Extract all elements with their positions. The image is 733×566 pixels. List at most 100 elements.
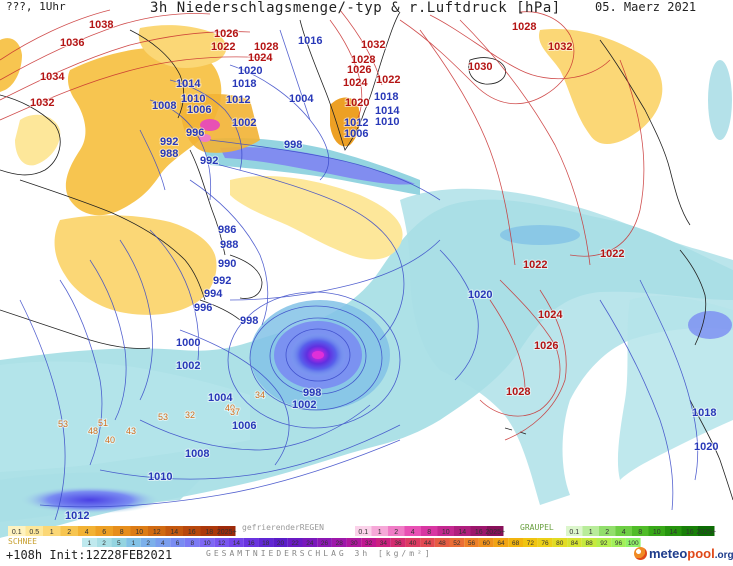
coast-us-east xyxy=(0,309,151,349)
legend-total-precip-value: 5 xyxy=(117,540,121,547)
legend-total-precip-swatch xyxy=(523,538,538,547)
legend-total-precip-swatch xyxy=(361,538,376,547)
legend-snow-value: 16 xyxy=(188,529,196,536)
coast-hudson xyxy=(0,94,61,176)
legend-freezing-rain-swatch xyxy=(404,526,421,536)
legend-total-precip-swatch xyxy=(567,538,582,547)
legend-total-precip-value: 1 xyxy=(132,540,136,547)
isobar-label-low: 1020 xyxy=(238,65,262,77)
isobar-label-low: 1018 xyxy=(692,407,716,419)
legend-total-precip-value: 88 xyxy=(586,540,594,547)
precip-freezing-fields xyxy=(199,119,220,142)
isobar-label-low: 1008 xyxy=(185,448,209,460)
meteopool-logo[interactable]: meteopool.org xyxy=(634,546,733,561)
legend-total-precip-swatch xyxy=(214,538,229,547)
legend-total-precip-swatch xyxy=(376,538,391,547)
rain-band-west xyxy=(0,361,250,472)
isobars-red xyxy=(0,9,645,441)
snow-hudson xyxy=(15,114,61,166)
legend-freezing-rain-value: 14 xyxy=(458,529,466,536)
legend-total-precip-swatch xyxy=(508,538,523,547)
legend-snow-swatch xyxy=(165,526,183,536)
legend-graupel-swatch xyxy=(632,526,649,536)
isobar-label-low: 1002 xyxy=(232,117,256,129)
precip-amount-label: 51 xyxy=(98,418,108,428)
legend-freezing-rain-label: gefrierenderREGEN xyxy=(242,523,324,532)
east-patch-3 xyxy=(708,60,732,140)
legend-total-precip-swatch xyxy=(287,538,303,547)
isobar-label-low: 1004 xyxy=(208,392,233,404)
legend-total-precip-swatch xyxy=(537,538,553,547)
legend-snow-value: 2 xyxy=(67,529,71,536)
legend-snow-swatch xyxy=(95,526,113,536)
isobar-label-low: 992 xyxy=(200,155,218,167)
isobar-label-low: 988 xyxy=(160,148,178,160)
legend-snow-swatch xyxy=(25,526,43,536)
isobar-label-high: 1032 xyxy=(30,97,54,109)
isobar-label-low: 988 xyxy=(220,239,238,251)
legend-total-precip-value: 60 xyxy=(483,540,491,547)
logo-text-accent: pool xyxy=(687,546,715,561)
legend-total-precip-value: 48 xyxy=(439,540,447,547)
isobar-label-low: 1006 xyxy=(232,420,256,432)
legend-total-precip-swatch xyxy=(552,538,568,547)
snow-newfoundland-swirl xyxy=(230,175,403,260)
isobar-label-high: 1022 xyxy=(376,74,400,86)
isobar-label-low: 1020 xyxy=(694,441,718,453)
legend-graupel-swatch xyxy=(698,526,715,536)
isobar-label-low: 996 xyxy=(194,302,212,314)
precip-amount-labels: 34 40 53 51 37 48 43 40 53 32 xyxy=(57,389,266,446)
legend-total-precip-value: 68 xyxy=(512,540,520,547)
isobar-label-high: 1026 xyxy=(214,28,238,40)
legend-freezing-rain-swatch xyxy=(355,526,372,536)
freezing-rain-baffin xyxy=(200,119,220,131)
legend-total-precip-swatch xyxy=(273,538,288,547)
legend-total-precip-swatch xyxy=(581,538,597,547)
coastlines xyxy=(0,11,733,501)
snow-baffin xyxy=(138,25,227,68)
legend-freezing-rain-value: 0.1 xyxy=(358,529,368,536)
legend-graupel-value: 16 xyxy=(686,529,694,536)
coast-greenland xyxy=(299,11,401,151)
isobar-label-low: 1014 xyxy=(176,78,201,90)
coast-iberia xyxy=(689,399,733,501)
legend-graupel-value: 10 xyxy=(653,529,661,536)
legend-snow-swatch xyxy=(218,526,236,536)
legend-total-precip-swatch xyxy=(405,538,421,547)
coast-baffin xyxy=(129,29,184,119)
logo-text-main: meteo xyxy=(649,546,688,561)
meteopool-logo-icon xyxy=(634,547,647,560)
legend-freezing-rain-value: 10 xyxy=(442,529,450,536)
legend-total-precip-value: 30 xyxy=(350,540,358,547)
legend-total-precip-value: 72 xyxy=(527,540,535,547)
precip-amount-label: 48 xyxy=(88,426,98,436)
legend-snow-value: 18 xyxy=(205,529,213,536)
isobar-label-high: 1028 xyxy=(254,41,278,53)
precip-amount-label: 32 xyxy=(185,410,195,420)
legend-freezing-rain-swatch xyxy=(388,526,405,536)
isobar-label-low: 992 xyxy=(213,275,231,287)
legend-total-precip-swatch xyxy=(625,538,641,547)
rain-band-east xyxy=(400,188,733,506)
legend-total-precip-value: 2 xyxy=(102,540,106,547)
legend-graupel-label: GRAUPEL xyxy=(520,523,554,532)
forecast-init: +108h Init:12Z28FEB2021 xyxy=(6,548,173,562)
legend-total-precip-value: 44 xyxy=(424,540,432,547)
legend-freezing-rain-swatch xyxy=(371,526,388,536)
isobar-label-high: 1024 xyxy=(538,309,563,321)
isobar-label-high: 1022 xyxy=(523,259,547,271)
isobar-label-low: 1000 xyxy=(176,337,200,349)
coast-uk xyxy=(679,249,707,346)
isobar-label-low: 1014 xyxy=(375,105,400,117)
snow-greenland-south xyxy=(330,97,360,147)
legend-total-precip-swatch xyxy=(140,538,156,547)
isobar-label-low: 1010 xyxy=(181,93,205,105)
coast-iceland xyxy=(468,57,506,85)
legend-freezing-rain-value: 1 xyxy=(378,529,382,536)
legend-freezing-rain-value: 2 xyxy=(394,529,398,536)
legend-snow-swatch xyxy=(130,526,148,536)
legend-graupel-swatch xyxy=(599,526,616,536)
legend-snow-value: 10 xyxy=(135,529,143,536)
isobar-label-low: 1002 xyxy=(292,399,316,411)
